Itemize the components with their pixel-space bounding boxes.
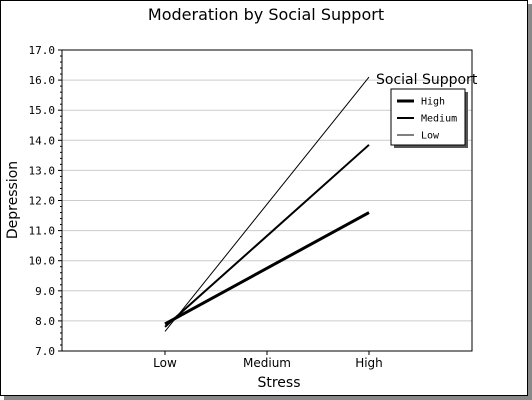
legend-items: High Medium Low [397,97,457,142]
y-tick-label: 16.0 [29,74,56,87]
y-axis-title: Depression [5,161,21,239]
y-tick-label: 12.0 [29,195,56,208]
frame-shadow-bottom [4,396,532,400]
y-tick-label: 14.0 [29,134,56,147]
legend-label-low: Low [421,131,440,142]
legend-title: Social Support [376,72,478,88]
x-axis-ticks: Low Medium High [153,351,383,370]
y-tick-label: 7.0 [35,345,55,358]
x-tick-label: Medium [243,356,291,370]
x-tick-label: Low [153,356,177,370]
series-lines [164,76,370,332]
y-tick-label: 9.0 [35,285,55,298]
chart-title: Moderation by Social Support [148,5,384,24]
series-line-medium [164,144,370,328]
legend-label-medium: Medium [421,114,457,125]
y-tick-label: 10.0 [29,255,56,268]
y-axis-ticks: 7.0 8.0 9.0 10.0 11.0 12.0 13.0 14.0 15.0 16.0 17.… [29,44,62,358]
series-line-high [164,211,370,326]
y-tick-label: 8.0 [35,315,55,328]
x-tick-label: High [355,356,383,370]
series-line-low [164,76,370,332]
y-tick-label: 11.0 [29,225,56,238]
y-tick-label: 13.0 [29,164,56,177]
y-tick-label: 15.0 [29,104,56,117]
legend-label-high: High [421,97,445,108]
y-tick-label: 17.0 [29,44,56,57]
frame-shadow-right [528,4,532,400]
x-axis-title: Stress [257,375,300,391]
legend: High Medium Low [390,88,468,148]
